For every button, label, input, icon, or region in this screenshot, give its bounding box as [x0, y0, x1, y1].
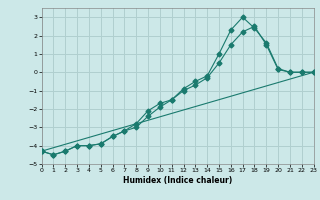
X-axis label: Humidex (Indice chaleur): Humidex (Indice chaleur) [123, 176, 232, 185]
